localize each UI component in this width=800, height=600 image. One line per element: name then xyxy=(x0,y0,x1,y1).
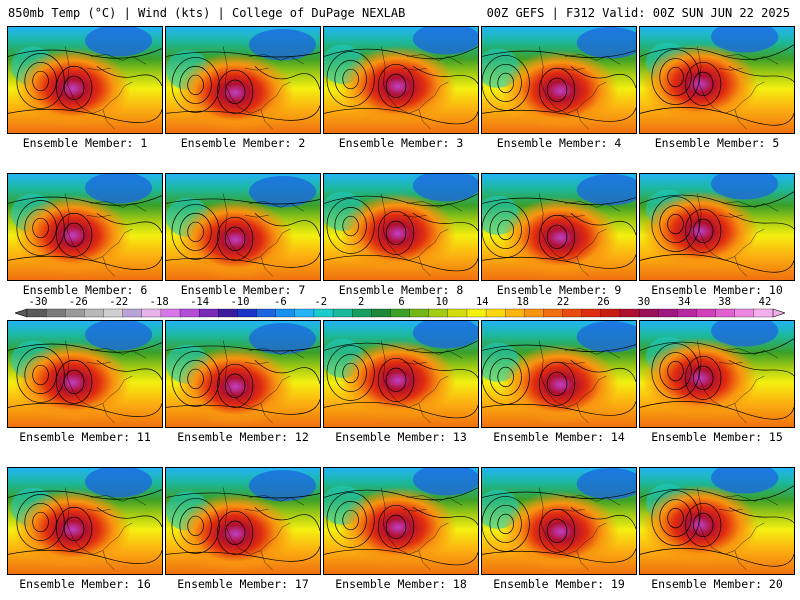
colorbar-tick-label: -14 xyxy=(190,296,210,308)
colorbar-tick-label: 30 xyxy=(637,296,651,308)
ensemble-member-label: Ensemble Member: 6 xyxy=(22,283,148,297)
ensemble-map-panel xyxy=(7,26,163,134)
ensemble-map-panel xyxy=(165,173,321,281)
temperature-wind-map xyxy=(8,174,162,280)
temperature-colorbar xyxy=(15,308,785,318)
run-valid-time: 00Z GEFS | F312 Valid: 00Z SUN JUN 22 20… xyxy=(486,6,790,20)
ensemble-map-panel xyxy=(7,173,163,281)
temperature-wind-map xyxy=(166,468,320,574)
ensemble-member-label: Ensemble Member: 17 xyxy=(177,577,309,591)
ensemble-member-label: Ensemble Member: 10 xyxy=(651,283,783,297)
colorbar-tick-label: -22 xyxy=(109,296,129,308)
ensemble-map-panel xyxy=(323,173,479,281)
colorbar-tick-label: 42 xyxy=(758,296,772,308)
temperature-wind-map xyxy=(640,321,794,427)
colorbar-tick-label: -30 xyxy=(28,296,48,308)
temperature-wind-map xyxy=(166,174,320,280)
ensemble-member-label: Ensemble Member: 8 xyxy=(338,283,464,297)
ensemble-map-panel xyxy=(481,320,637,428)
colorbar-tick-label: -10 xyxy=(230,296,250,308)
ensemble-member-label: Ensemble Member: 3 xyxy=(338,136,464,150)
temperature-wind-map xyxy=(482,174,636,280)
colorbar-tick-label: 38 xyxy=(718,296,731,308)
temperature-wind-map xyxy=(482,27,636,133)
ensemble-member-label: Ensemble Member: 4 xyxy=(496,136,622,150)
colorbar-tick-label: 34 xyxy=(677,296,691,308)
ensemble-map-panel xyxy=(323,320,479,428)
ensemble-map-panel xyxy=(165,26,321,134)
colorbar-tick-label: 6 xyxy=(398,296,405,308)
temperature-wind-map xyxy=(640,468,794,574)
temperature-wind-map xyxy=(8,468,162,574)
ensemble-member-label: Ensemble Member: 13 xyxy=(335,430,467,444)
colorbar-tick-label: 26 xyxy=(597,296,610,308)
ensemble-member-label: Ensemble Member: 1 xyxy=(22,136,148,150)
ensemble-map-panel xyxy=(639,467,795,575)
ensemble-map-panel xyxy=(481,467,637,575)
temperature-wind-map xyxy=(8,321,162,427)
ensemble-member-label: Ensemble Member: 19 xyxy=(493,577,625,591)
ensemble-map-panel xyxy=(639,320,795,428)
ensemble-member-label: Ensemble Member: 15 xyxy=(651,430,783,444)
map-title: 850mb Temp (°C) | Wind (kts) | College o… xyxy=(8,6,406,20)
temperature-wind-map xyxy=(324,174,478,280)
colorbar-tick-label: 2 xyxy=(357,296,365,308)
colorbar-tick-label: -18 xyxy=(149,296,169,308)
ensemble-member-label: Ensemble Member: 20 xyxy=(651,577,783,591)
ensemble-member-label: Ensemble Member: 18 xyxy=(335,577,467,591)
ensemble-map-panel xyxy=(165,320,321,428)
colorbar-tick-label: 10 xyxy=(435,296,449,308)
ensemble-member-label: Ensemble Member: 9 xyxy=(496,283,622,297)
ensemble-member-label: Ensemble Member: 16 xyxy=(19,577,151,591)
ensemble-map-panel xyxy=(7,320,163,428)
ensemble-map-panel xyxy=(481,173,637,281)
ensemble-member-label: Ensemble Member: 5 xyxy=(654,136,780,150)
temperature-wind-map xyxy=(482,321,636,427)
temperature-wind-map xyxy=(482,468,636,574)
temperature-wind-map xyxy=(324,321,478,427)
ensemble-map-panel xyxy=(323,467,479,575)
colorbar-tick-label: 22 xyxy=(556,296,570,308)
ensemble-member-label: Ensemble Member: 2 xyxy=(180,136,306,150)
ensemble-member-label: Ensemble Member: 11 xyxy=(19,430,151,444)
temperature-wind-map xyxy=(166,27,320,133)
ensemble-map-panel xyxy=(165,467,321,575)
colorbar-tick-label: -26 xyxy=(68,296,88,308)
ensemble-member-label: Ensemble Member: 12 xyxy=(177,430,309,444)
temperature-wind-map xyxy=(640,174,794,280)
temperature-wind-map xyxy=(324,468,478,574)
ensemble-map-panel xyxy=(639,26,795,134)
ensemble-member-label: Ensemble Member: 7 xyxy=(180,283,306,297)
colorbar-tick-label: 18 xyxy=(516,296,529,308)
ensemble-map-panel xyxy=(7,467,163,575)
ensemble-map-panel xyxy=(481,26,637,134)
colorbar-tick-label: 14 xyxy=(475,296,489,308)
colorbar-tick-label: -2 xyxy=(314,296,328,308)
ensemble-map-panel xyxy=(639,173,795,281)
ensemble-member-label: Ensemble Member: 14 xyxy=(493,430,625,444)
ensemble-map-panel xyxy=(323,26,479,134)
temperature-wind-map xyxy=(640,27,794,133)
temperature-wind-map xyxy=(166,321,320,427)
temperature-wind-map xyxy=(8,27,162,133)
temperature-wind-map xyxy=(324,27,478,133)
colorbar-tick-label: -6 xyxy=(274,296,287,308)
